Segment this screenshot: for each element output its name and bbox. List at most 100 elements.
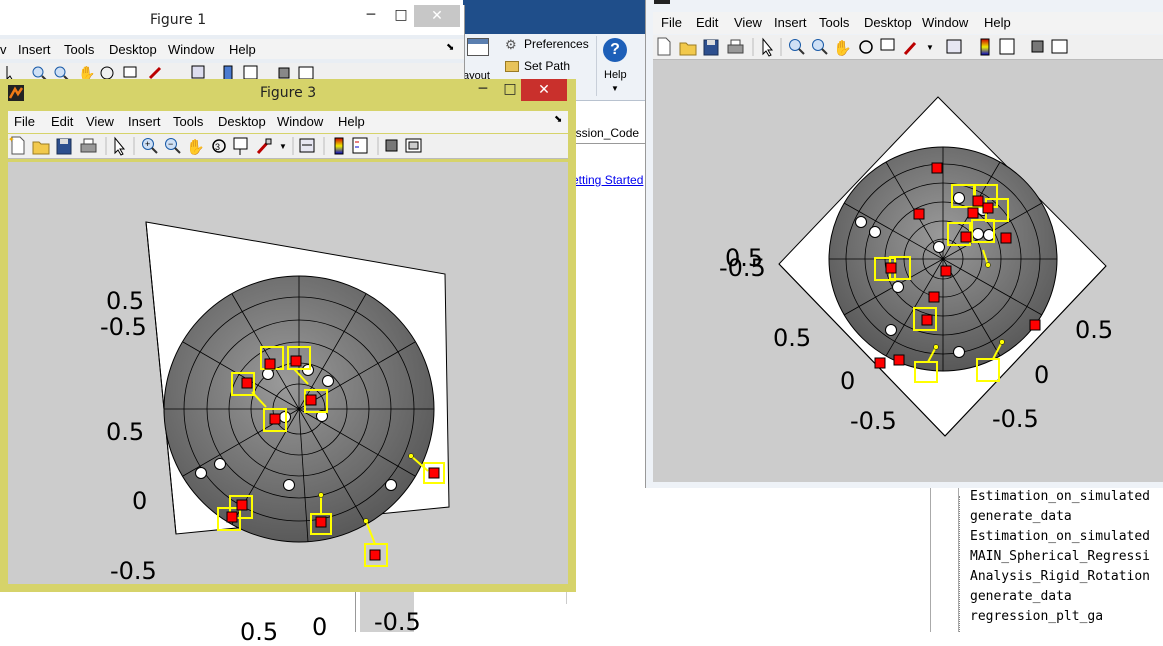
menu-item-desktop[interactable]: Desktop: [218, 114, 266, 129]
yellow-boxes: [217, 346, 445, 567]
help-button[interactable]: ? Help ▼: [600, 36, 640, 96]
maximize-button[interactable]: □: [503, 81, 517, 97]
figure-right-toolbar: ✋ ▼: [653, 35, 1163, 60]
colorbar-icon: [334, 137, 344, 155]
tick-label: 0: [312, 613, 328, 641]
menu-item-window[interactable]: Window: [922, 15, 969, 30]
figure1-title: Figure 1: [150, 12, 207, 28]
file-list-item[interactable]: MAIN_Spherical_Regressi: [970, 549, 1151, 564]
matlab-logo-icon: [654, 0, 670, 4]
menu-item-edit[interactable]: Edit: [51, 114, 74, 129]
menu-item-help[interactable]: Help: [338, 114, 365, 129]
open-icon: [32, 141, 50, 155]
menu-item-tools[interactable]: Tools: [819, 15, 850, 30]
tick-label: -0.5: [850, 407, 897, 435]
save-icon: [56, 138, 72, 155]
file-list-border: [958, 488, 959, 632]
menu-item-window[interactable]: Window: [277, 114, 324, 129]
tick-label: -0.5: [110, 557, 157, 585]
menu-item-partial[interactable]: v: [0, 42, 7, 57]
maximize-button[interactable]: □: [394, 7, 408, 23]
tick-label: 0: [840, 367, 856, 395]
menu-item-help[interactable]: Help: [984, 15, 1011, 30]
menu-item-desktop[interactable]: Desktop: [864, 15, 912, 30]
menu-item-view[interactable]: View: [734, 15, 762, 30]
preferences-button[interactable]: ⚙ Preferences: [505, 37, 595, 53]
svg-text:✋: ✋: [186, 138, 205, 156]
pan-icon: ✋: [186, 138, 205, 156]
tick-label: 0.5: [1075, 316, 1114, 344]
dock-arrow-icon[interactable]: ⬊: [554, 114, 563, 125]
save-icon: [703, 39, 719, 56]
file-list-item[interactable]: Analysis_Rigid_Rotation: [970, 569, 1151, 584]
menu-item-file[interactable]: File: [661, 15, 682, 30]
svg-text:✋: ✋: [78, 65, 95, 81]
menu-item-file[interactable]: File: [14, 114, 35, 129]
preferences-label: Preferences: [524, 37, 589, 51]
scrollbar[interactable]: [360, 592, 414, 632]
figure3-canvas[interactable]: 0.5 -0.5 0.5 0 -0.5 0.5 0 -0.5: [8, 162, 568, 644]
zoom-out-icon: −: [165, 138, 181, 154]
figure-right-toolbar-icons[interactable]: ✋ ▼: [653, 35, 1083, 59]
document-tab[interactable]: ession_Code: [566, 123, 646, 144]
set-path-label: Set Path: [524, 59, 571, 73]
set-path-button[interactable]: Set Path: [505, 59, 595, 75]
figure1-toolbar-icons[interactable]: ✋: [0, 63, 320, 83]
figure3-toolbar-icons[interactable]: ✦ + − ✋ 3 ▼: [8, 134, 438, 158]
figure1-window: Figure 1 ─ □ ✕ v Insert Tools Desktop Wi…: [0, 5, 465, 85]
figure-right-window: File Edit View Insert Tools Desktop Wind…: [645, 0, 1163, 488]
zoom-in-icon: [789, 39, 805, 55]
data-cursor-icon: [233, 137, 248, 155]
tick-label: 0.5: [106, 287, 145, 315]
file-list-item[interactable]: generate_data: [970, 589, 1072, 604]
tick-label: -0.5: [374, 608, 421, 636]
getting-started-link[interactable]: etting Started: [572, 173, 644, 187]
titlebar-blue-strip: [463, 0, 663, 34]
tick-label: -0.5: [992, 405, 1039, 433]
svg-text:▼: ▼: [279, 142, 287, 151]
svg-text:✋: ✋: [833, 39, 852, 57]
figure3-title: Figure 3: [260, 85, 317, 101]
show-plot-tools-icon: [405, 138, 422, 153]
figure3-titlebar: Figure 3 ─ □ ✕: [0, 79, 576, 107]
file-list-item[interactable]: Estimation_on_simulated: [970, 529, 1151, 544]
brush-icon: [256, 138, 272, 155]
file-list-item[interactable]: regression_plt_ga: [970, 609, 1104, 624]
command-window-area: [566, 144, 647, 604]
figure3-toolbar: ✦ + − ✋ 3 ▼: [8, 134, 568, 159]
close-button[interactable]: ✕: [414, 5, 460, 27]
svg-text:▼: ▼: [926, 43, 934, 52]
close-button[interactable]: ✕: [521, 79, 567, 101]
menu-item-insert[interactable]: Insert: [774, 15, 807, 30]
link-icon: [946, 39, 962, 54]
menu-item-view[interactable]: View: [86, 114, 114, 129]
legend-icon: [352, 137, 368, 154]
menu-item-help[interactable]: Help: [229, 42, 256, 57]
minimize-button[interactable]: ─: [366, 7, 376, 23]
menu-item-tools[interactable]: Tools: [173, 114, 204, 129]
tick-label: 0: [1034, 361, 1050, 389]
figure-right-canvas[interactable]: 0.5 -0.5 0.5 0 -0.5 0.5 0 -0.5: [653, 60, 1163, 482]
figure1-titlebar: Figure 1 ─ □ ✕: [0, 5, 464, 35]
file-list: Estimation_on_simulated generate_data Es…: [960, 488, 1163, 632]
menu-item-insert[interactable]: Insert: [128, 114, 161, 129]
menu-item-tools[interactable]: Tools: [64, 42, 95, 57]
tick-label: 0.5: [773, 324, 812, 352]
matlab-logo-icon: [8, 85, 24, 101]
menu-item-insert[interactable]: Insert: [18, 42, 51, 57]
file-list-item[interactable]: generate_data: [970, 509, 1072, 524]
file-list-item[interactable]: Estimation_on_simulated: [970, 489, 1151, 504]
layout-icon: [467, 38, 489, 56]
menu-item-desktop[interactable]: Desktop: [109, 42, 157, 57]
menu-item-window[interactable]: Window: [168, 42, 215, 57]
menu-item-edit[interactable]: Edit: [696, 15, 719, 30]
zoom-out-icon: [812, 39, 828, 55]
dock-arrow-icon[interactable]: ⬊: [446, 42, 455, 53]
toolstrip-divider: [596, 36, 597, 96]
hide-plot-tools-icon: [1031, 40, 1044, 53]
colorbar-icon: [980, 38, 990, 56]
figure-right-plot: [778, 96, 1107, 437]
hide-plot-tools-icon: [385, 139, 398, 152]
minimize-button[interactable]: ─: [478, 81, 488, 97]
data-cursor-icon: [880, 38, 895, 51]
